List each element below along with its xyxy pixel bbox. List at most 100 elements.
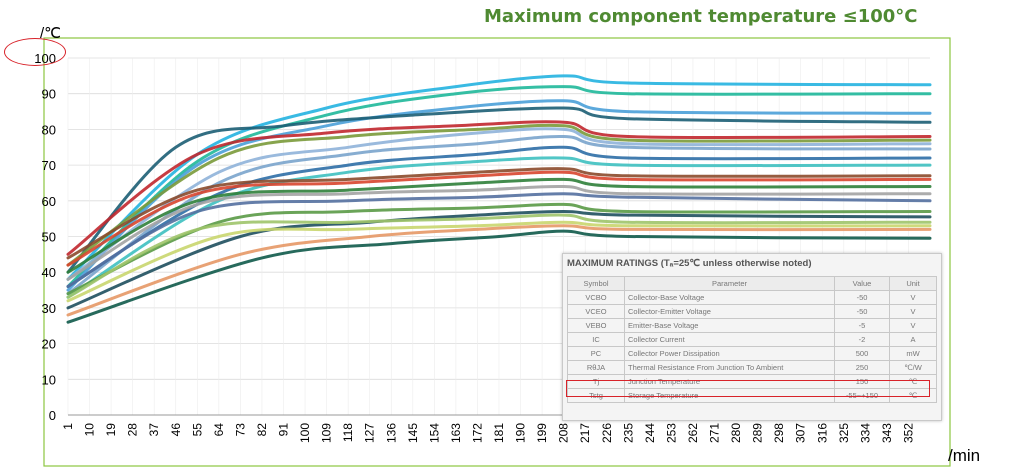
x-tick-label: 28 (126, 423, 140, 437)
cell-parameter: Emitter-Base Voltage (624, 318, 835, 333)
cell-unit: V (889, 304, 937, 319)
cell-symbol: VCBO (567, 290, 625, 305)
x-tick-label: 271 (708, 423, 722, 443)
cell-parameter: Collector-Base Voltage (624, 290, 835, 305)
cell-symbol: VCEO (567, 304, 625, 319)
x-tick-label: 46 (169, 423, 183, 437)
header-symbol: Symbol (567, 276, 625, 291)
cell-value: 500 (834, 346, 890, 361)
series-line-s15 (66, 192, 932, 288)
table-row: Tstg Storage Temperature -55~+150 ℃ (567, 388, 937, 403)
y-tick-label: 30 (42, 301, 56, 316)
x-tick-label: 325 (837, 423, 851, 443)
cell-symbol: PC (567, 346, 625, 361)
annotation-ellipse (4, 38, 66, 66)
cell-parameter: Collector Current (624, 332, 835, 347)
x-tick-label: 109 (320, 423, 334, 443)
series-line-s2 (66, 85, 932, 288)
y-tick-label: 80 (42, 122, 56, 137)
x-tick-label: 127 (363, 423, 377, 443)
series-line-s13 (66, 177, 932, 274)
cell-parameter: Storage Temperature (624, 388, 835, 403)
x-tick-label: 19 (104, 423, 118, 437)
x-tick-label: 253 (664, 423, 678, 443)
series-line-s6 (66, 123, 932, 267)
series-line-s18 (66, 213, 932, 299)
series-line-s16 (66, 202, 932, 296)
header-unit: Unit (889, 276, 937, 291)
x-tick-label: 190 (514, 423, 528, 443)
plot-frame (43, 37, 951, 467)
y-axis-label: /℃ (40, 25, 62, 42)
y-tick-label: 50 (42, 230, 56, 245)
x-tick-label: 352 (901, 423, 915, 443)
cell-value: -2 (834, 332, 890, 347)
table-row: RθJA Thermal Resistance From Junction To … (567, 360, 937, 375)
header-value: Value (834, 276, 890, 291)
cell-unit: A (889, 332, 937, 347)
series-line-s8 (66, 134, 932, 296)
x-tick-label: 172 (470, 423, 484, 443)
x-tick-label: 343 (880, 423, 894, 443)
cell-symbol: IC (567, 332, 625, 347)
header-parameter: Parameter (624, 276, 835, 291)
x-tick-label: 37 (147, 423, 161, 437)
series-line-s21 (66, 229, 932, 324)
table-header-row: Symbol Parameter Value Unit (567, 276, 937, 291)
series-line-s5 (66, 120, 932, 256)
series-line-s7 (66, 127, 932, 281)
table-row: PC Collector Power Dissipation 500 mW (567, 346, 937, 361)
x-tick-label: 118 (341, 423, 355, 442)
series-line-s17 (66, 209, 932, 310)
x-tick-label: 334 (858, 423, 872, 443)
x-tick-label: 10 (83, 423, 97, 437)
x-tick-label: 154 (427, 423, 441, 443)
cell-parameter: Collector-Emitter Voltage (624, 304, 835, 319)
x-tick-label: 199 (535, 423, 549, 443)
x-tick-label: 217 (578, 423, 592, 443)
series-line-s4 (66, 106, 932, 274)
cell-value: -55~+150 (834, 388, 890, 403)
cell-unit: ℃/W (889, 360, 937, 375)
y-tick-label: 20 (42, 337, 56, 352)
cell-parameter: Thermal Resistance From Junction To Ambi… (624, 360, 835, 375)
cell-unit: V (889, 290, 937, 305)
series-line-s20 (66, 220, 932, 303)
x-tick-label: 136 (384, 423, 398, 443)
cell-unit: mW (889, 346, 937, 361)
cell-symbol: VEBO (567, 318, 625, 333)
x-tick-label: 307 (794, 423, 808, 443)
x-tick-label: 235 (621, 423, 635, 443)
table-row: VEBO Emitter-Base Voltage -5 V (567, 318, 937, 333)
x-tick-label: 73 (233, 423, 247, 437)
x-tick-label: 163 (449, 423, 463, 443)
junction-temperature-highlight (566, 380, 930, 397)
y-tick-label: 90 (42, 87, 56, 102)
cell-value: 250 (834, 360, 890, 375)
x-tick-label: 64 (212, 423, 226, 437)
y-tick-label: 0 (49, 408, 56, 423)
y-tick-label: 60 (42, 194, 56, 209)
x-tick-label: 82 (255, 423, 269, 437)
y-tick-label: 40 (42, 265, 56, 280)
ratings-table-title: MAXIMUM RATINGS (Tₐ=25℃ unless otherwise… (567, 258, 812, 269)
cell-value: -5 (834, 318, 890, 333)
cell-unit: ℃ (889, 388, 937, 403)
x-tick-label: 181 (492, 423, 506, 443)
ratings-table: Symbol Parameter Value Unit VCBO Collecto… (567, 276, 937, 403)
x-tick-label: 289 (751, 423, 765, 443)
x-tick-label: 55 (190, 423, 204, 437)
series-line-s11 (66, 167, 932, 260)
x-tick-label: 91 (277, 423, 291, 437)
y-tick-label: 70 (42, 158, 56, 173)
chart-title: Maximum component temperature ≤100°C (484, 6, 918, 27)
cell-parameter: Collector Power Dissipation (624, 346, 835, 361)
x-tick-label: 208 (557, 423, 571, 443)
series-line-s10 (66, 156, 932, 299)
x-tick-label: 262 (686, 423, 700, 443)
x-tick-label: 244 (643, 423, 657, 443)
ratings-table-inset: MAXIMUM RATINGS (Tₐ=25℃ unless otherwise… (562, 253, 942, 421)
table-row: VCBO Collector-Base Voltage -50 V (567, 290, 937, 305)
x-tick-label: 280 (729, 423, 743, 443)
series-line-s12 (66, 170, 932, 267)
